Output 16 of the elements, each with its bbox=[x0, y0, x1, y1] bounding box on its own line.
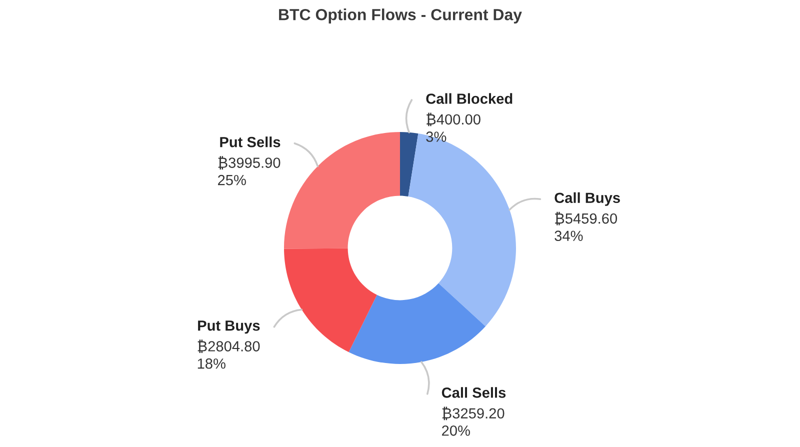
slice-label: Call Blocked bbox=[426, 93, 512, 104]
data-label: ₿2804.80 18% bbox=[198, 340, 260, 369]
donut-slice bbox=[284, 248, 377, 352]
slice-label: Call Sells bbox=[442, 387, 506, 398]
chart-title: BTC Option Flows - Current Day bbox=[279, 8, 522, 24]
slice-label: Put Sells bbox=[220, 136, 280, 148]
data-label: ₿400.00 3% bbox=[426, 112, 480, 142]
donut-slice bbox=[284, 132, 400, 249]
donut-slice bbox=[348, 283, 486, 364]
slice-label: Put Buys bbox=[198, 320, 260, 334]
data-label: ₿3259.20 20% bbox=[442, 406, 504, 436]
data-label: ₿3995.90 25% bbox=[218, 156, 280, 186]
slice-label: Call Buys bbox=[554, 192, 620, 206]
donut-slice bbox=[408, 133, 516, 326]
data-label: ₿5459.60 34% bbox=[554, 212, 618, 242]
donut-slice bbox=[400, 132, 418, 196]
